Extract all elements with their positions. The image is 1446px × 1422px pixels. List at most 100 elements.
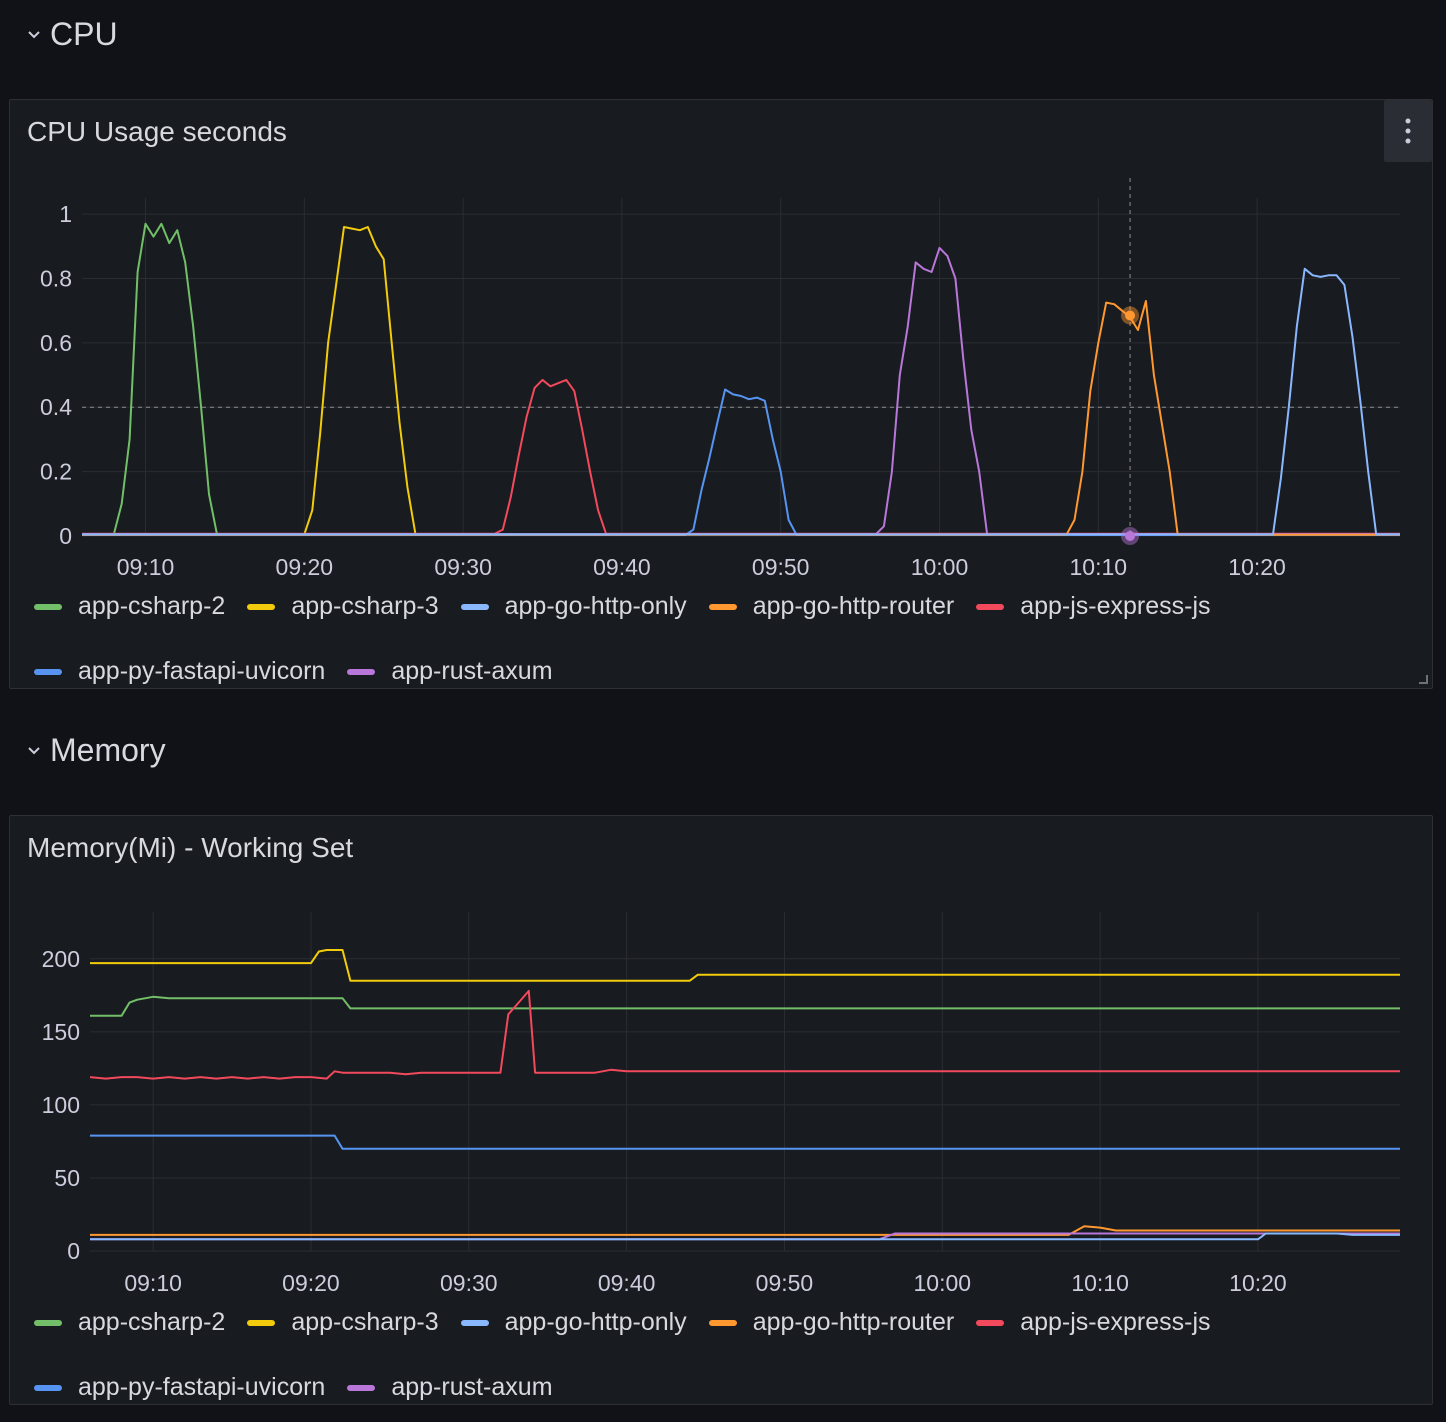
legend-item-app-js-express-js[interactable]: app-js-express-js xyxy=(976,1308,1211,1337)
x-tick-label: 10:20 xyxy=(1229,1270,1287,1296)
legend-item-app-go-http-router[interactable]: app-go-http-router xyxy=(708,592,955,621)
legend-label: app-rust-axum xyxy=(391,657,553,685)
legend-label: app-rust-axum xyxy=(391,1373,553,1401)
series-line-app-py-fastapi-uvicorn[interactable] xyxy=(90,1134,1400,1150)
y-tick-label: 1 xyxy=(59,201,72,227)
legend-swatch xyxy=(976,603,1005,610)
legend-item-app-rust-axum[interactable]: app-rust-axum xyxy=(347,1373,553,1402)
legend-label: app-js-express-js xyxy=(1020,1308,1211,1336)
legend-item-app-go-http-only[interactable]: app-go-http-only xyxy=(460,592,687,621)
legend-label: app-py-fastapi-uvicorn xyxy=(78,1373,326,1401)
x-tick-label: 09:30 xyxy=(440,1270,498,1296)
x-tick-label: 09:50 xyxy=(752,554,810,580)
series-line-app-rust-axum[interactable] xyxy=(82,246,1400,536)
panel-title: Memory(Mi) - Working Set xyxy=(27,832,354,863)
x-tick-label: 09:20 xyxy=(282,1270,340,1296)
y-tick-label: 100 xyxy=(42,1092,80,1118)
legend-swatch xyxy=(347,668,376,675)
legend-label: app-go-http-only xyxy=(504,1308,687,1336)
x-tick-label: 09:40 xyxy=(598,1270,656,1296)
legend-swatch xyxy=(460,603,489,610)
row-title: CPU xyxy=(50,16,118,52)
legend-item-app-py-fastapi-uvicorn[interactable]: app-py-fastapi-uvicorn xyxy=(34,1373,325,1402)
series-line-app-csharp-3[interactable] xyxy=(90,949,1400,982)
series-line-app-go-http-router[interactable] xyxy=(82,300,1400,536)
y-tick-label: 150 xyxy=(42,1019,80,1045)
resize-handle-icon[interactable] xyxy=(1418,674,1428,684)
x-tick-label: 09:50 xyxy=(756,1270,814,1296)
row-header-memory[interactable]: Memory xyxy=(26,732,166,769)
chevron-down-icon xyxy=(28,746,40,754)
panel-menu-button[interactable] xyxy=(1384,100,1432,162)
legend-label: app-go-http-router xyxy=(752,592,955,620)
x-tick-label: 09:40 xyxy=(593,554,651,580)
memory-chart[interactable]: 0 50 100 150 200 09:10 09:20 09:30 09:40 09:50 10:… xyxy=(10,816,1434,1306)
x-tick-label: 10:00 xyxy=(911,554,969,580)
x-tick-label: 09:30 xyxy=(434,554,492,580)
y-tick-label: 50 xyxy=(54,1165,80,1191)
legend-swatch xyxy=(34,1319,62,1326)
hover-point-app-rust-axum xyxy=(1125,531,1136,541)
legend-item-app-csharp-2[interactable]: app-csharp-2 xyxy=(34,592,225,621)
y-tick-label: 0 xyxy=(67,1238,80,1264)
legend-item-app-csharp-3[interactable]: app-csharp-3 xyxy=(247,1308,439,1337)
legend-swatch xyxy=(247,603,276,610)
legend-swatch xyxy=(708,1319,737,1326)
vertical-dots-icon xyxy=(1405,118,1411,144)
legend-item-app-go-http-router[interactable]: app-go-http-router xyxy=(708,1308,955,1337)
legend-swatch xyxy=(247,1319,276,1326)
y-tick-label: 0.6 xyxy=(40,330,72,356)
chevron-down-icon xyxy=(28,30,40,38)
legend-label: app-csharp-3 xyxy=(291,1308,439,1336)
series-line-app-js-express-js[interactable] xyxy=(89,989,1400,1080)
legend-swatch xyxy=(347,1384,376,1391)
y-tick-label: 200 xyxy=(42,946,80,972)
legend-swatch xyxy=(34,1384,62,1391)
series-line-app-csharp-3[interactable] xyxy=(82,226,1400,536)
legend-item-app-rust-axum[interactable]: app-rust-axum xyxy=(347,657,553,686)
legend-label: app-py-fastapi-uvicorn xyxy=(78,657,326,685)
x-tick-label: 09:20 xyxy=(276,554,334,580)
y-tick-label: 0.8 xyxy=(40,265,72,291)
x-tick-label: 09:10 xyxy=(124,1270,182,1296)
x-tick-label: 10:10 xyxy=(1070,554,1128,580)
panel-memory-working-set: Memory(Mi) - Working Set 0 50 100 150 200 09:… xyxy=(9,815,1433,1405)
series-line-app-go-http-router[interactable] xyxy=(90,1225,1400,1236)
series-line-app-csharp-2[interactable] xyxy=(82,222,1400,536)
series-line-app-go-http-only[interactable] xyxy=(82,267,1400,536)
legend-item-app-js-express-js[interactable]: app-js-express-js xyxy=(976,592,1211,621)
series-line-app-go-http-only[interactable] xyxy=(90,1232,1400,1241)
legend-swatch xyxy=(708,603,737,610)
legend-label: app-csharp-3 xyxy=(291,592,439,620)
legend-swatch xyxy=(976,1319,1005,1326)
row-title: Memory xyxy=(50,732,166,768)
legend-swatch xyxy=(34,603,62,610)
legend-item-app-csharp-3[interactable]: app-csharp-3 xyxy=(247,592,439,621)
x-tick-label: 10:20 xyxy=(1228,554,1286,580)
y-tick-label: 0 xyxy=(59,523,72,549)
legend-item-app-csharp-2[interactable]: app-csharp-2 xyxy=(34,1308,225,1337)
legend-label: app-js-express-js xyxy=(1020,592,1211,620)
panel-title: CPU Usage seconds xyxy=(27,116,287,147)
legend-swatch xyxy=(34,668,62,675)
series-line-app-py-fastapi-uvicorn[interactable] xyxy=(82,388,1400,536)
legend-label: app-csharp-2 xyxy=(78,592,226,620)
legend: app-csharp-2 app-csharp-3 app-go-http-only… xyxy=(34,592,1404,686)
cpu-chart[interactable]: 0 0.2 0.4 0.6 0.8 1 09:10 09:20 09:30 09:40 09:50 1… xyxy=(10,100,1434,590)
legend-label: app-go-http-only xyxy=(504,592,687,620)
series-line-app-csharp-2[interactable] xyxy=(90,995,1400,1017)
legend-label: app-go-http-router xyxy=(752,1308,955,1336)
hover-point-app-go-http-router xyxy=(1125,310,1136,321)
x-tick-label: 09:10 xyxy=(117,554,175,580)
x-tick-label: 10:10 xyxy=(1071,1270,1129,1296)
legend-swatch xyxy=(460,1319,489,1326)
row-header-cpu[interactable]: CPU xyxy=(26,16,118,53)
legend-item-app-py-fastapi-uvicorn[interactable]: app-py-fastapi-uvicorn xyxy=(34,657,325,686)
legend: app-csharp-2 app-csharp-3 app-go-http-only… xyxy=(34,1308,1404,1402)
legend-item-app-go-http-only[interactable]: app-go-http-only xyxy=(460,1308,687,1337)
y-tick-label: 0.4 xyxy=(40,394,72,420)
series-line-app-js-express-js[interactable] xyxy=(82,378,1400,535)
x-tick-label: 10:00 xyxy=(914,1270,972,1296)
y-tick-label: 0.2 xyxy=(40,459,72,485)
panel-cpu-usage: CPU Usage seconds 0 0.2 0.4 0.6 0.8 1 09:10 09:… xyxy=(9,99,1433,689)
